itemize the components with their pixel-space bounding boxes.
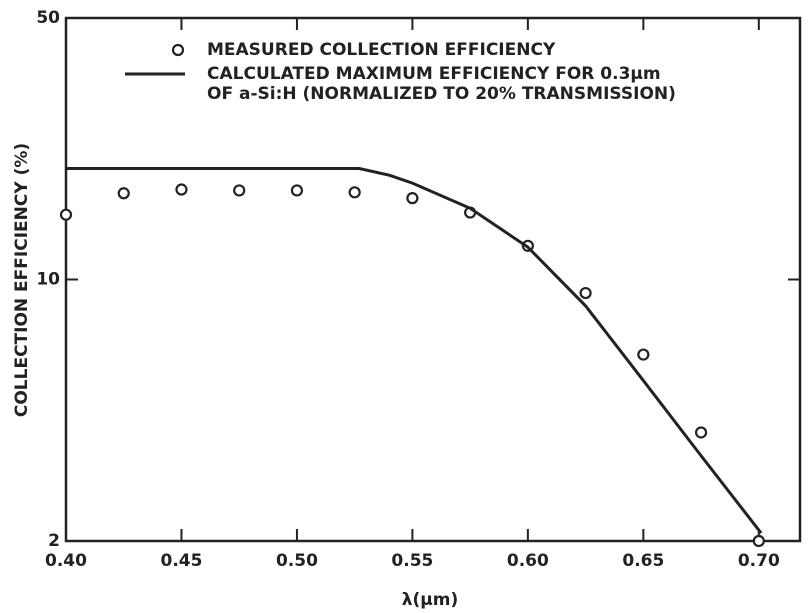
data-point (752, 534, 765, 548)
data-point (59, 208, 73, 221)
x-tick-label: 0.50 (276, 551, 318, 571)
y-axis-label: COLLECTION EFFICIENCY (%) (12, 143, 32, 417)
data-point (406, 192, 419, 205)
x-tick-label: 0.55 (391, 551, 433, 571)
data-point (637, 348, 650, 361)
data-line (66, 167, 763, 534)
data-point (694, 426, 708, 439)
y-tick-label: 10 (36, 270, 60, 290)
y-tick-label: 2 (48, 531, 60, 551)
data-point (117, 187, 130, 200)
legend-label: CALCULATED MAXIMUM EFFICIENCY FOR 0.3μm (207, 64, 661, 84)
legend-label: MEASURED COLLECTION EFFICIENCY (207, 40, 556, 60)
x-axis-label: λ(μm) (402, 590, 459, 610)
x-tick-label: 0.65 (622, 551, 664, 571)
x-tick-label: 0.60 (507, 551, 549, 571)
x-tick-label: 0.45 (160, 551, 202, 571)
data-point (290, 184, 304, 197)
legend-marker (171, 43, 185, 57)
y-tick-label: 50 (36, 8, 60, 28)
data-point (233, 184, 246, 197)
x-tick-label: 0.70 (738, 551, 780, 571)
data-point (175, 183, 188, 196)
legend-label: OF a-Si:H (NORMALIZED TO 20% TRANSMISSIO… (207, 84, 676, 104)
x-tick-label: 0.40 (45, 551, 87, 571)
data-point (579, 286, 592, 300)
data-point (348, 186, 361, 199)
